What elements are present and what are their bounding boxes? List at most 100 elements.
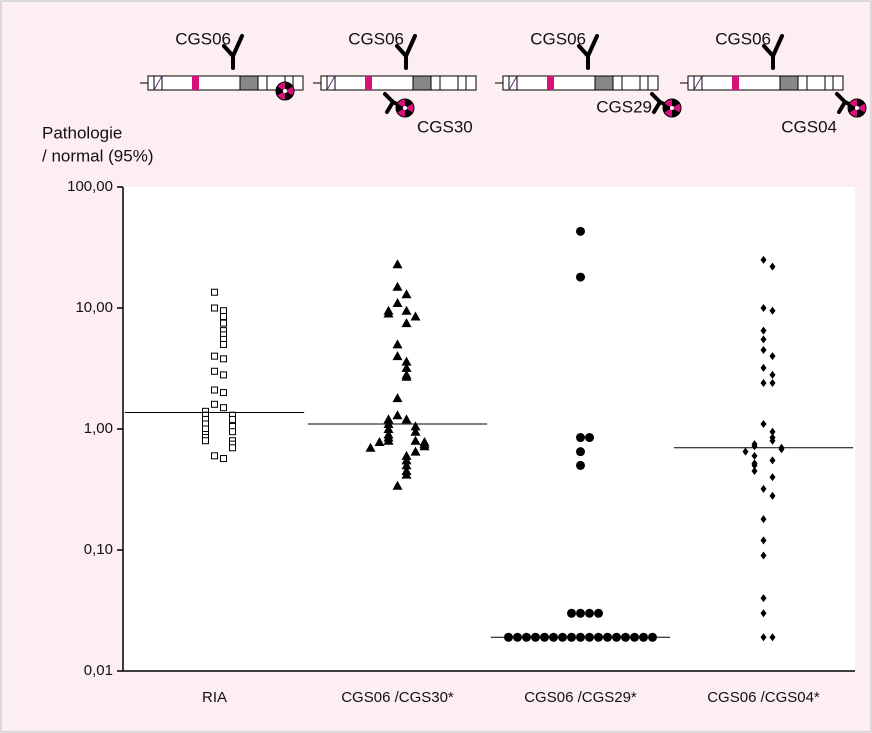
point: [576, 226, 585, 236]
y-tick-label: 10,00: [75, 299, 113, 316]
point: [211, 304, 218, 312]
point: [576, 433, 585, 443]
point: [410, 311, 421, 321]
point: [760, 419, 767, 428]
point: [769, 306, 776, 315]
point: [760, 255, 767, 264]
label-icon-center: [670, 106, 674, 110]
point: [769, 633, 776, 642]
point: [769, 456, 776, 465]
point: [769, 473, 776, 482]
capture-label: CGS06: [715, 29, 771, 48]
point: [576, 460, 585, 470]
point: [220, 371, 227, 379]
point: [419, 441, 430, 451]
point: [769, 262, 776, 271]
point: [401, 362, 412, 372]
point: [383, 424, 394, 433]
point: [769, 427, 776, 436]
point: [220, 319, 227, 327]
label-icon-sector: [276, 86, 285, 96]
point: [576, 447, 585, 457]
label-icon-center: [855, 106, 859, 110]
point: [760, 326, 767, 335]
point: [760, 633, 767, 642]
point: [401, 371, 412, 381]
construct-bar: [320, 75, 477, 91]
capture-antibody: [395, 34, 417, 70]
point: [760, 551, 767, 560]
x-tick-label: CGS06 /CGS29*: [524, 689, 637, 706]
construct-hatch-line: [693, 75, 703, 91]
capture-antibody: [762, 34, 784, 70]
point: [392, 259, 403, 269]
label-icon-center: [283, 89, 287, 93]
y-tick-label: 0,01: [84, 662, 113, 679]
point: [410, 426, 421, 436]
label-icon-sector: [405, 108, 413, 117]
point: [576, 272, 585, 282]
point: [401, 469, 412, 479]
detection-label: CGS29: [596, 97, 652, 116]
point: [383, 414, 394, 424]
point: [410, 446, 421, 456]
point: [401, 450, 412, 460]
label-icon-sector: [857, 99, 865, 108]
construct-box: [779, 75, 799, 91]
point: [751, 451, 758, 460]
point: [392, 480, 403, 490]
point: [383, 308, 394, 318]
construct-box: [412, 75, 432, 91]
point: [760, 515, 767, 524]
capture-antibody: [577, 34, 599, 70]
point: [392, 339, 403, 349]
point: [229, 415, 236, 423]
point: [567, 608, 576, 618]
plot-area: [123, 187, 855, 671]
label-icon-center: [403, 106, 407, 110]
point: [594, 608, 603, 618]
detection-label: CGS30: [417, 117, 473, 136]
y-axis-label: Pathologie: [42, 123, 122, 142]
point: [751, 466, 758, 475]
point: [769, 491, 776, 500]
point: [365, 442, 376, 452]
point: [576, 608, 585, 618]
point: [760, 609, 767, 618]
construct-hatch-line: [153, 75, 163, 91]
capture-label: CGS06: [530, 29, 586, 48]
construct-bar: [687, 75, 844, 91]
point: [742, 447, 749, 456]
point: [392, 281, 403, 291]
construct-box: [239, 75, 259, 91]
construct-bar: [147, 75, 304, 91]
point: [751, 442, 758, 451]
point: [220, 389, 227, 397]
label-icon-sector: [285, 82, 293, 91]
point: [410, 435, 421, 445]
point: [220, 355, 227, 363]
capture-label: CGS06: [175, 29, 231, 48]
point: [585, 608, 594, 618]
point: [383, 435, 394, 445]
point: [401, 455, 412, 465]
point: [751, 461, 758, 470]
construct-bar: [502, 75, 659, 91]
capture-label: CGS06: [348, 29, 404, 48]
label-icon-sector: [405, 99, 413, 108]
construct-band: [547, 76, 554, 90]
point: [211, 352, 218, 360]
point: [392, 297, 403, 307]
y-tick-label: 0,10: [84, 541, 113, 558]
point: [211, 452, 218, 460]
x-tick-label: CGS06 /CGS30*: [341, 689, 454, 706]
point: [220, 307, 227, 315]
point: [769, 352, 776, 361]
construct-hatch-line: [508, 75, 518, 91]
point: [760, 363, 767, 372]
point: [211, 288, 218, 296]
point: [760, 304, 767, 312]
point: [401, 318, 412, 328]
point: [401, 460, 412, 470]
